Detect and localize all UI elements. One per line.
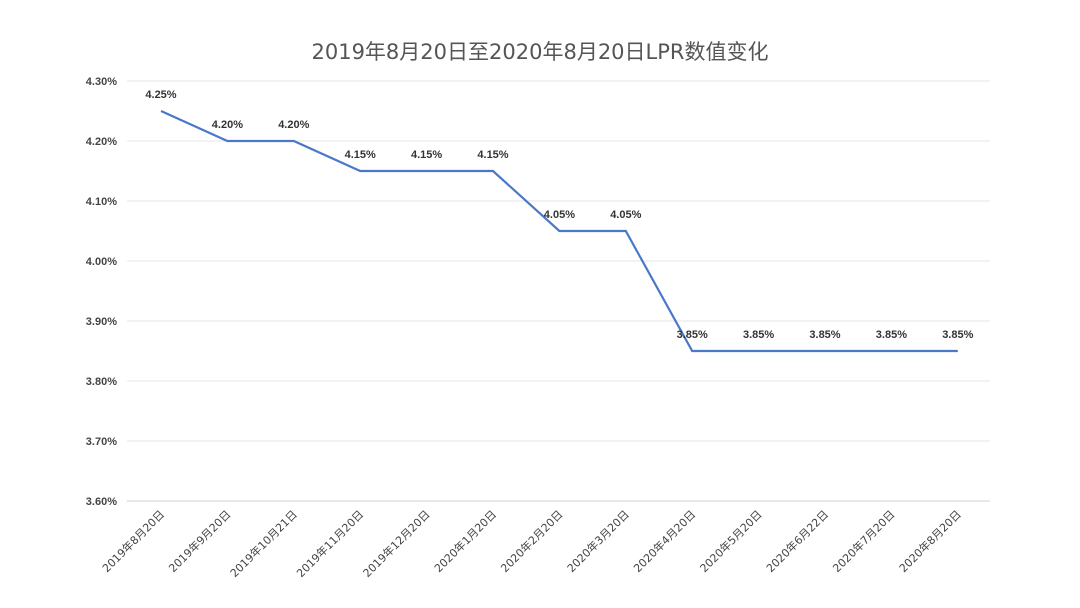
data-label: 4.20% — [278, 119, 309, 131]
data-label: 4.20% — [212, 119, 243, 131]
x-tick-label: 2020年7月20日 — [830, 507, 898, 575]
data-label: 4.15% — [411, 149, 442, 161]
y-tick-label: 4.30% — [86, 76, 117, 88]
data-label: 3.85% — [942, 329, 973, 341]
x-tick-label: 2019年12月20日 — [360, 507, 433, 580]
data-label: 4.05% — [544, 209, 575, 221]
data-label: 3.85% — [677, 329, 708, 341]
y-tick-label: 3.80% — [86, 376, 117, 388]
data-label: 3.85% — [809, 329, 840, 341]
x-tick-label: 2019年11月20日 — [293, 507, 366, 580]
y-tick-label: 4.20% — [86, 136, 117, 148]
x-tick-label: 2020年6月22日 — [763, 507, 831, 575]
y-tick-label: 3.60% — [86, 496, 117, 508]
data-label: 3.85% — [743, 329, 774, 341]
data-label: 4.15% — [345, 149, 376, 161]
data-label: 4.05% — [610, 209, 641, 221]
x-tick-label: 2019年8月20日 — [99, 507, 167, 575]
y-tick-label: 4.00% — [86, 256, 117, 268]
y-tick-label: 4.10% — [86, 196, 117, 208]
x-tick-label: 2019年9月20日 — [166, 507, 234, 575]
x-tick-label: 2020年2月20日 — [498, 507, 566, 575]
y-tick-label: 3.70% — [86, 436, 117, 448]
data-label: 3.85% — [876, 329, 907, 341]
x-tick-label: 2020年1月20日 — [431, 507, 499, 575]
x-tick-label: 2020年5月20日 — [697, 507, 765, 575]
x-tick-label: 2020年4月20日 — [630, 507, 698, 575]
data-label: 4.15% — [477, 149, 508, 161]
x-tick-label: 2020年3月20日 — [564, 507, 632, 575]
x-tick-label: 2019年10月21日 — [227, 507, 300, 580]
x-tick-label: 2020年8月20日 — [896, 507, 964, 575]
data-label: 4.25% — [145, 89, 176, 101]
series-line — [160, 109, 958, 353]
y-tick-label: 3.90% — [86, 316, 117, 328]
chart-title: 2019年8月20日至2020年8月20日LPR数值变化 — [311, 40, 769, 64]
